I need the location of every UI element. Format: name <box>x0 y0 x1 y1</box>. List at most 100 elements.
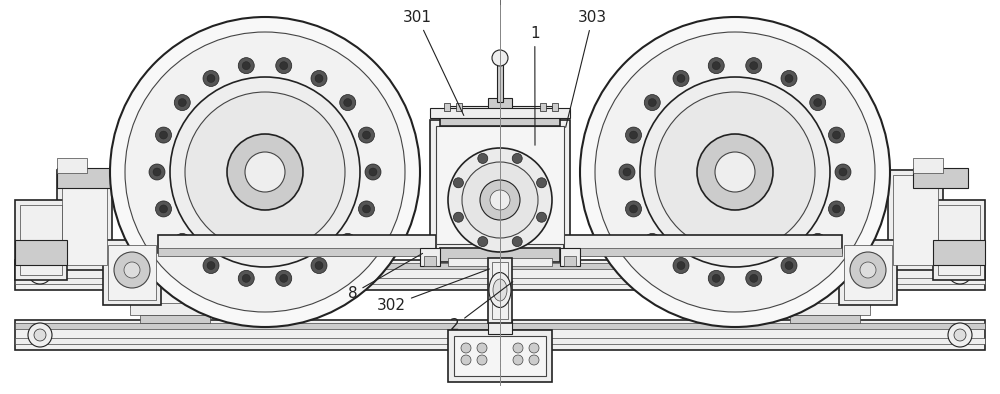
Circle shape <box>580 17 890 327</box>
Circle shape <box>369 168 377 176</box>
Circle shape <box>626 127 642 143</box>
Bar <box>15 260 985 290</box>
Bar <box>564 248 842 256</box>
Circle shape <box>948 260 972 284</box>
Circle shape <box>448 148 552 252</box>
Circle shape <box>839 168 847 176</box>
Circle shape <box>954 266 966 278</box>
Ellipse shape <box>493 279 507 301</box>
Circle shape <box>315 262 323 269</box>
Bar <box>158 235 436 253</box>
Bar <box>158 248 436 256</box>
Bar <box>564 256 576 266</box>
Circle shape <box>648 238 656 245</box>
Circle shape <box>750 274 758 282</box>
Circle shape <box>276 270 292 286</box>
Circle shape <box>242 274 250 282</box>
Circle shape <box>149 164 165 180</box>
Circle shape <box>781 71 797 86</box>
Circle shape <box>280 61 288 70</box>
Circle shape <box>529 343 539 353</box>
Circle shape <box>948 323 972 347</box>
Circle shape <box>156 201 172 217</box>
Circle shape <box>750 61 758 70</box>
Bar <box>844 245 892 300</box>
Ellipse shape <box>793 268 857 281</box>
Circle shape <box>537 212 547 222</box>
Circle shape <box>835 164 851 180</box>
Bar <box>488 320 512 334</box>
Circle shape <box>311 71 327 86</box>
Circle shape <box>626 201 642 217</box>
Circle shape <box>480 180 520 220</box>
Circle shape <box>170 77 360 267</box>
Bar <box>454 336 546 376</box>
Bar <box>430 120 570 250</box>
Circle shape <box>832 205 840 213</box>
Bar <box>140 315 210 323</box>
Text: 303: 303 <box>566 10 607 127</box>
Bar <box>430 108 570 118</box>
Bar <box>420 248 440 266</box>
Circle shape <box>344 238 352 245</box>
Circle shape <box>529 355 539 365</box>
Ellipse shape <box>143 268 207 281</box>
Bar <box>913 158 943 173</box>
Bar <box>62 175 107 265</box>
Circle shape <box>203 258 219 273</box>
Ellipse shape <box>785 265 865 285</box>
Circle shape <box>311 258 327 273</box>
Circle shape <box>655 92 815 252</box>
Bar <box>933 240 985 265</box>
Circle shape <box>315 74 323 82</box>
Circle shape <box>242 61 250 70</box>
Bar <box>913 168 968 188</box>
Circle shape <box>644 95 660 111</box>
Circle shape <box>340 233 356 249</box>
Bar <box>15 200 67 280</box>
Bar <box>57 158 87 173</box>
Circle shape <box>814 98 822 107</box>
Circle shape <box>785 74 793 82</box>
Bar <box>130 303 220 315</box>
Circle shape <box>174 95 190 111</box>
Circle shape <box>954 329 966 341</box>
Text: 2: 2 <box>450 282 513 333</box>
Circle shape <box>207 74 215 82</box>
Circle shape <box>160 205 168 213</box>
Bar <box>456 103 462 111</box>
Circle shape <box>828 201 844 217</box>
Ellipse shape <box>489 273 511 307</box>
Circle shape <box>153 168 161 176</box>
Bar <box>15 320 985 350</box>
Circle shape <box>453 178 463 188</box>
Circle shape <box>34 266 46 278</box>
Circle shape <box>640 77 830 267</box>
Circle shape <box>174 233 190 249</box>
Circle shape <box>644 233 660 249</box>
Text: 301: 301 <box>403 10 464 115</box>
Bar <box>108 245 156 300</box>
Circle shape <box>677 74 685 82</box>
Circle shape <box>280 274 288 282</box>
Circle shape <box>207 262 215 269</box>
Bar <box>488 98 512 110</box>
Bar <box>444 103 450 111</box>
Bar <box>103 240 161 305</box>
Circle shape <box>245 152 285 192</box>
Circle shape <box>673 71 689 86</box>
Bar <box>57 168 112 188</box>
Bar <box>888 170 943 270</box>
Circle shape <box>850 252 886 288</box>
Circle shape <box>746 58 762 74</box>
Circle shape <box>828 127 844 143</box>
Bar <box>57 170 112 270</box>
Circle shape <box>492 50 508 66</box>
Circle shape <box>860 262 876 278</box>
Circle shape <box>478 236 488 247</box>
Circle shape <box>238 58 254 74</box>
Circle shape <box>785 262 793 269</box>
Bar <box>775 265 875 287</box>
Circle shape <box>114 252 150 288</box>
Bar <box>893 175 938 265</box>
